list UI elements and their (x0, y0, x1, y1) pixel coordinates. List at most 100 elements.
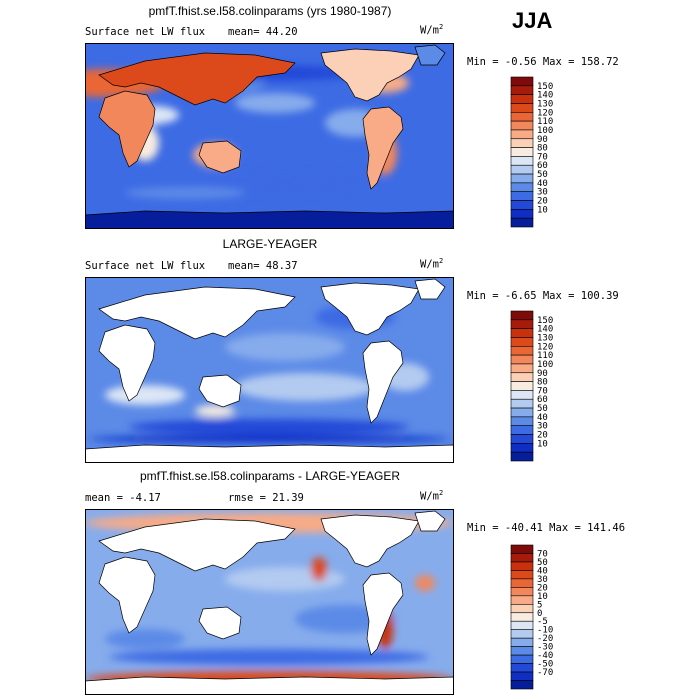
colorbar-box (510, 671, 534, 681)
field-region (109, 649, 429, 665)
colorbar-box (510, 398, 534, 409)
panel-1-map (85, 43, 454, 229)
colorbar-box (510, 654, 534, 664)
colorbar-box (510, 310, 534, 321)
panel-1-units-base: W/m (420, 24, 439, 37)
colorbar-tick-label: -5 (537, 617, 548, 627)
colorbar-tick-label: 150 (537, 316, 553, 326)
coastline-antarctica (85, 444, 454, 463)
panel-1-minmax: Min = -0.56 Max = 158.72 (467, 56, 619, 68)
coastline-south-america (362, 340, 404, 424)
panel-1-units-exp: 2 (438, 23, 444, 31)
colorbar-tick-label: -10 (537, 626, 553, 636)
colorbar-tick-label: 90 (537, 135, 548, 145)
panel-2-units-base: W/m (420, 258, 439, 271)
colorbar-box (510, 200, 534, 210)
colorbar-tick-label: 40 (537, 179, 548, 189)
colorbar-tick-label: -20 (537, 634, 553, 644)
coastline-eurasia (98, 286, 296, 340)
coastline-australia (198, 606, 242, 640)
coastline-australia (198, 374, 242, 408)
colorbar-tick-label: 120 (537, 108, 553, 118)
coastline-north-america (320, 48, 420, 102)
colorbar-tick-label: 5 (537, 600, 542, 610)
colorbar-tick-label: 20 (537, 431, 548, 441)
panel-1-title: pmfT.fhist.se.l58.colinparams (yrs 1980-… (148, 4, 392, 18)
panel-2-units: W/m2 (420, 257, 443, 271)
colorbar-box (510, 443, 534, 453)
panel-2-title: LARGE-YEAGER (222, 237, 318, 251)
colorbar-tick-label: 0 (537, 609, 542, 619)
colorbar-tick-label: 50 (537, 170, 548, 180)
colorbar-box (510, 164, 534, 175)
colorbar-tick-label: 100 (537, 360, 553, 370)
panel-2-variable-label: Surface net LW flux (85, 260, 206, 272)
colorbar-box (510, 595, 534, 605)
colorbar-tick-label: -70 (537, 668, 553, 678)
colorbar-box (510, 182, 534, 193)
colorbar-tick-label: 140 (537, 325, 553, 335)
colorbar-box (510, 629, 534, 639)
colorbar-tick-label: 40 (537, 566, 548, 576)
panel-2-mean-label: mean= 48.37 (228, 260, 298, 272)
colorbar-box (510, 147, 534, 157)
field-region (225, 567, 345, 591)
colorbar-tick-label: 60 (537, 395, 548, 405)
map-frame (85, 277, 454, 463)
coastline-africa (98, 556, 156, 634)
field-region (311, 557, 327, 581)
coastline-north-america (320, 282, 420, 336)
coastline-eurasia (98, 52, 296, 106)
colorbar-tick-label: 20 (537, 583, 548, 593)
coastline-africa (98, 90, 156, 168)
colorbar-tick-label: 70 (537, 152, 548, 162)
colorbar-box (510, 345, 534, 356)
colorbar-box (510, 354, 534, 365)
colorbar-tick-label: 110 (537, 117, 553, 127)
colorbar-tick-label: 70 (537, 549, 548, 559)
colorbar-box (510, 156, 534, 166)
coastline-australia (198, 140, 242, 174)
coastline-eurasia (98, 518, 296, 572)
colorbar-box (510, 416, 534, 427)
panel-2-minmax: Min = -6.65 Max = 100.39 (467, 290, 619, 302)
panel-1-variable-label: Surface net LW flux (85, 26, 206, 38)
colorbar-box (510, 319, 534, 329)
coastline-greenland (414, 44, 446, 66)
coastline-antarctica (85, 210, 454, 229)
colorbar-box (510, 612, 534, 622)
colorbar-tick-label: 10 (537, 439, 548, 449)
colorbar-box (510, 209, 534, 219)
colorbar-box (510, 372, 534, 382)
colorbar-box (510, 191, 534, 201)
colorbar-tick-label: 110 (537, 351, 553, 361)
colorbar-box (510, 103, 534, 113)
colorbar-box (510, 76, 534, 87)
colorbar-tick-label: 140 (537, 91, 553, 101)
colorbar-box (510, 120, 534, 131)
colorbar-tick-label: 80 (537, 378, 548, 388)
panel-2-units-exp: 2 (438, 257, 444, 265)
field-region (195, 405, 235, 417)
colorbar-tick-label: 50 (537, 558, 548, 568)
panel-3-title: pmfT.fhist.se.l58.colinparams - LARGE-YE… (139, 469, 401, 483)
colorbar-tick-label: 150 (537, 82, 553, 92)
field-region (105, 385, 185, 405)
field-region (105, 629, 185, 649)
colorbar-tick-label: 50 (537, 404, 548, 414)
coastline-south-america (362, 106, 404, 190)
colorbar-box (510, 451, 534, 462)
coastline-antarctica (85, 676, 454, 695)
colorbar-box (510, 129, 534, 140)
colorbar-box (510, 434, 534, 444)
field-region (235, 93, 315, 113)
panel-3-mean-label: mean = -4.17 (85, 492, 161, 504)
coastline-africa (98, 324, 156, 402)
coastline-greenland (414, 510, 446, 532)
colorbar-box (510, 553, 534, 563)
field-region (129, 419, 409, 435)
field-region (185, 173, 385, 193)
colorbar-box (510, 337, 534, 347)
colorbar-box (510, 663, 534, 673)
